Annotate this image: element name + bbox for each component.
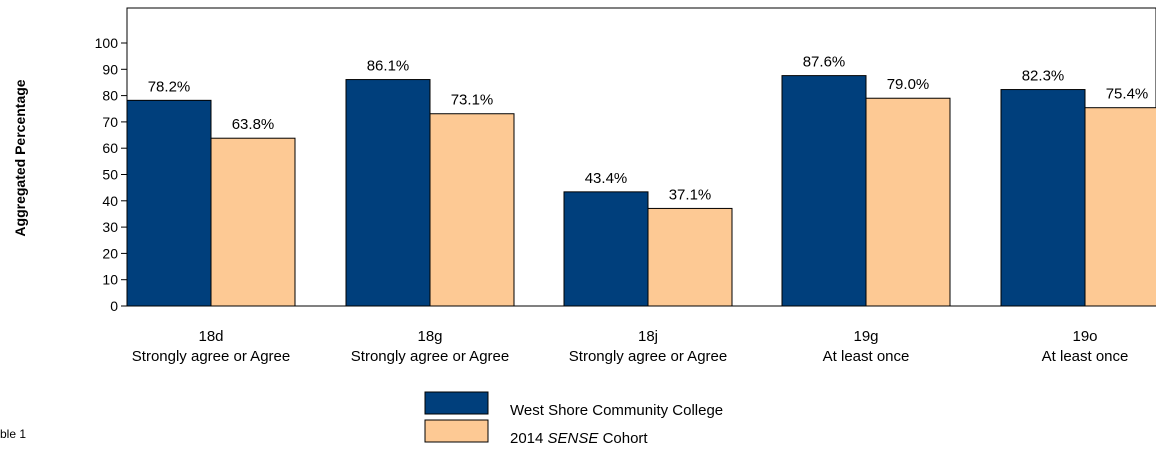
legend-swatch-sense-cohort bbox=[424, 419, 489, 443]
x-category-code: 18g bbox=[417, 328, 442, 345]
bar-value-label: 82.3% bbox=[1022, 68, 1065, 85]
x-category-code: 18d bbox=[198, 328, 223, 345]
y-tick-label: 40 bbox=[102, 193, 118, 209]
y-tick-label: 90 bbox=[102, 61, 118, 77]
bar-west-shore bbox=[563, 191, 649, 307]
bar-value-label: 37.1% bbox=[669, 186, 712, 203]
legend: West Shore Community College 2014 SENSE … bbox=[424, 391, 723, 447]
bar-west-shore bbox=[781, 75, 867, 307]
y-tick-label: 30 bbox=[102, 219, 118, 235]
y-tick-label: 50 bbox=[102, 167, 118, 183]
x-category-label: Strongly agree or Agree bbox=[569, 348, 727, 365]
bar-value-label: 75.4% bbox=[1106, 86, 1149, 103]
bar-west-shore bbox=[126, 99, 212, 307]
bar-sense-cohort bbox=[210, 137, 296, 307]
legend-swatch-west-shore bbox=[424, 391, 489, 415]
y-tick-label: 10 bbox=[102, 272, 118, 288]
bar-value-label: 86.1% bbox=[367, 58, 410, 75]
bar-sense-cohort bbox=[865, 97, 951, 307]
x-axis: 18d Strongly agree or Agree 18g Strongly ag… bbox=[132, 328, 1129, 365]
bar-value-label: 73.1% bbox=[451, 92, 494, 109]
bar-value-label: 63.8% bbox=[232, 116, 275, 133]
x-category-code: 19g bbox=[853, 328, 878, 345]
y-tick-label: 20 bbox=[102, 245, 118, 261]
bar-sense-cohort bbox=[1084, 107, 1156, 307]
y-tick-label: 100 bbox=[95, 35, 119, 51]
bar-sense-cohort bbox=[647, 207, 733, 307]
y-axis-title: Aggregated Percentage bbox=[12, 79, 28, 236]
x-category-label: Strongly agree or Agree bbox=[351, 348, 509, 365]
x-category-label: At least once bbox=[1042, 348, 1129, 365]
legend-label-west-shore: West Shore Community College bbox=[510, 402, 723, 419]
y-tick-label: 70 bbox=[102, 114, 118, 130]
bar-value-label: 78.2% bbox=[148, 78, 191, 95]
bar-value-label: 87.6% bbox=[803, 54, 846, 71]
x-category-label: Strongly agree or Agree bbox=[132, 348, 290, 365]
y-tick-label: 0 bbox=[110, 298, 118, 314]
bar-value-label: 79.0% bbox=[887, 76, 930, 93]
legend-label-sense-cohort: 2014 SENSE Cohort bbox=[510, 430, 648, 447]
bar-sense-cohort bbox=[429, 113, 515, 307]
bar-value-label: 43.4% bbox=[585, 170, 628, 187]
y-tick-label: 80 bbox=[102, 88, 118, 104]
value-labels: 78.2% 86.1% 43.4% 87.6% 82.3% 63.8% 73.1% 37.1%… bbox=[148, 54, 1149, 204]
x-category-code: 18j bbox=[638, 328, 658, 345]
legend-label-sense-italic: SENSE bbox=[548, 430, 600, 447]
footnote: ble 1 bbox=[0, 427, 26, 441]
y-axis: 0 10 20 30 40 50 60 70 80 90 100 bbox=[95, 35, 127, 314]
x-category-code: 19o bbox=[1072, 328, 1097, 345]
legend-label-sense-prefix: 2014 bbox=[510, 430, 548, 447]
legend-label-sense-suffix: Cohort bbox=[598, 430, 648, 447]
bars bbox=[126, 75, 1156, 307]
x-category-label: At least once bbox=[823, 348, 910, 365]
bar-west-shore bbox=[1000, 89, 1086, 307]
y-tick-label: 60 bbox=[102, 140, 118, 156]
bar-west-shore bbox=[345, 79, 431, 307]
